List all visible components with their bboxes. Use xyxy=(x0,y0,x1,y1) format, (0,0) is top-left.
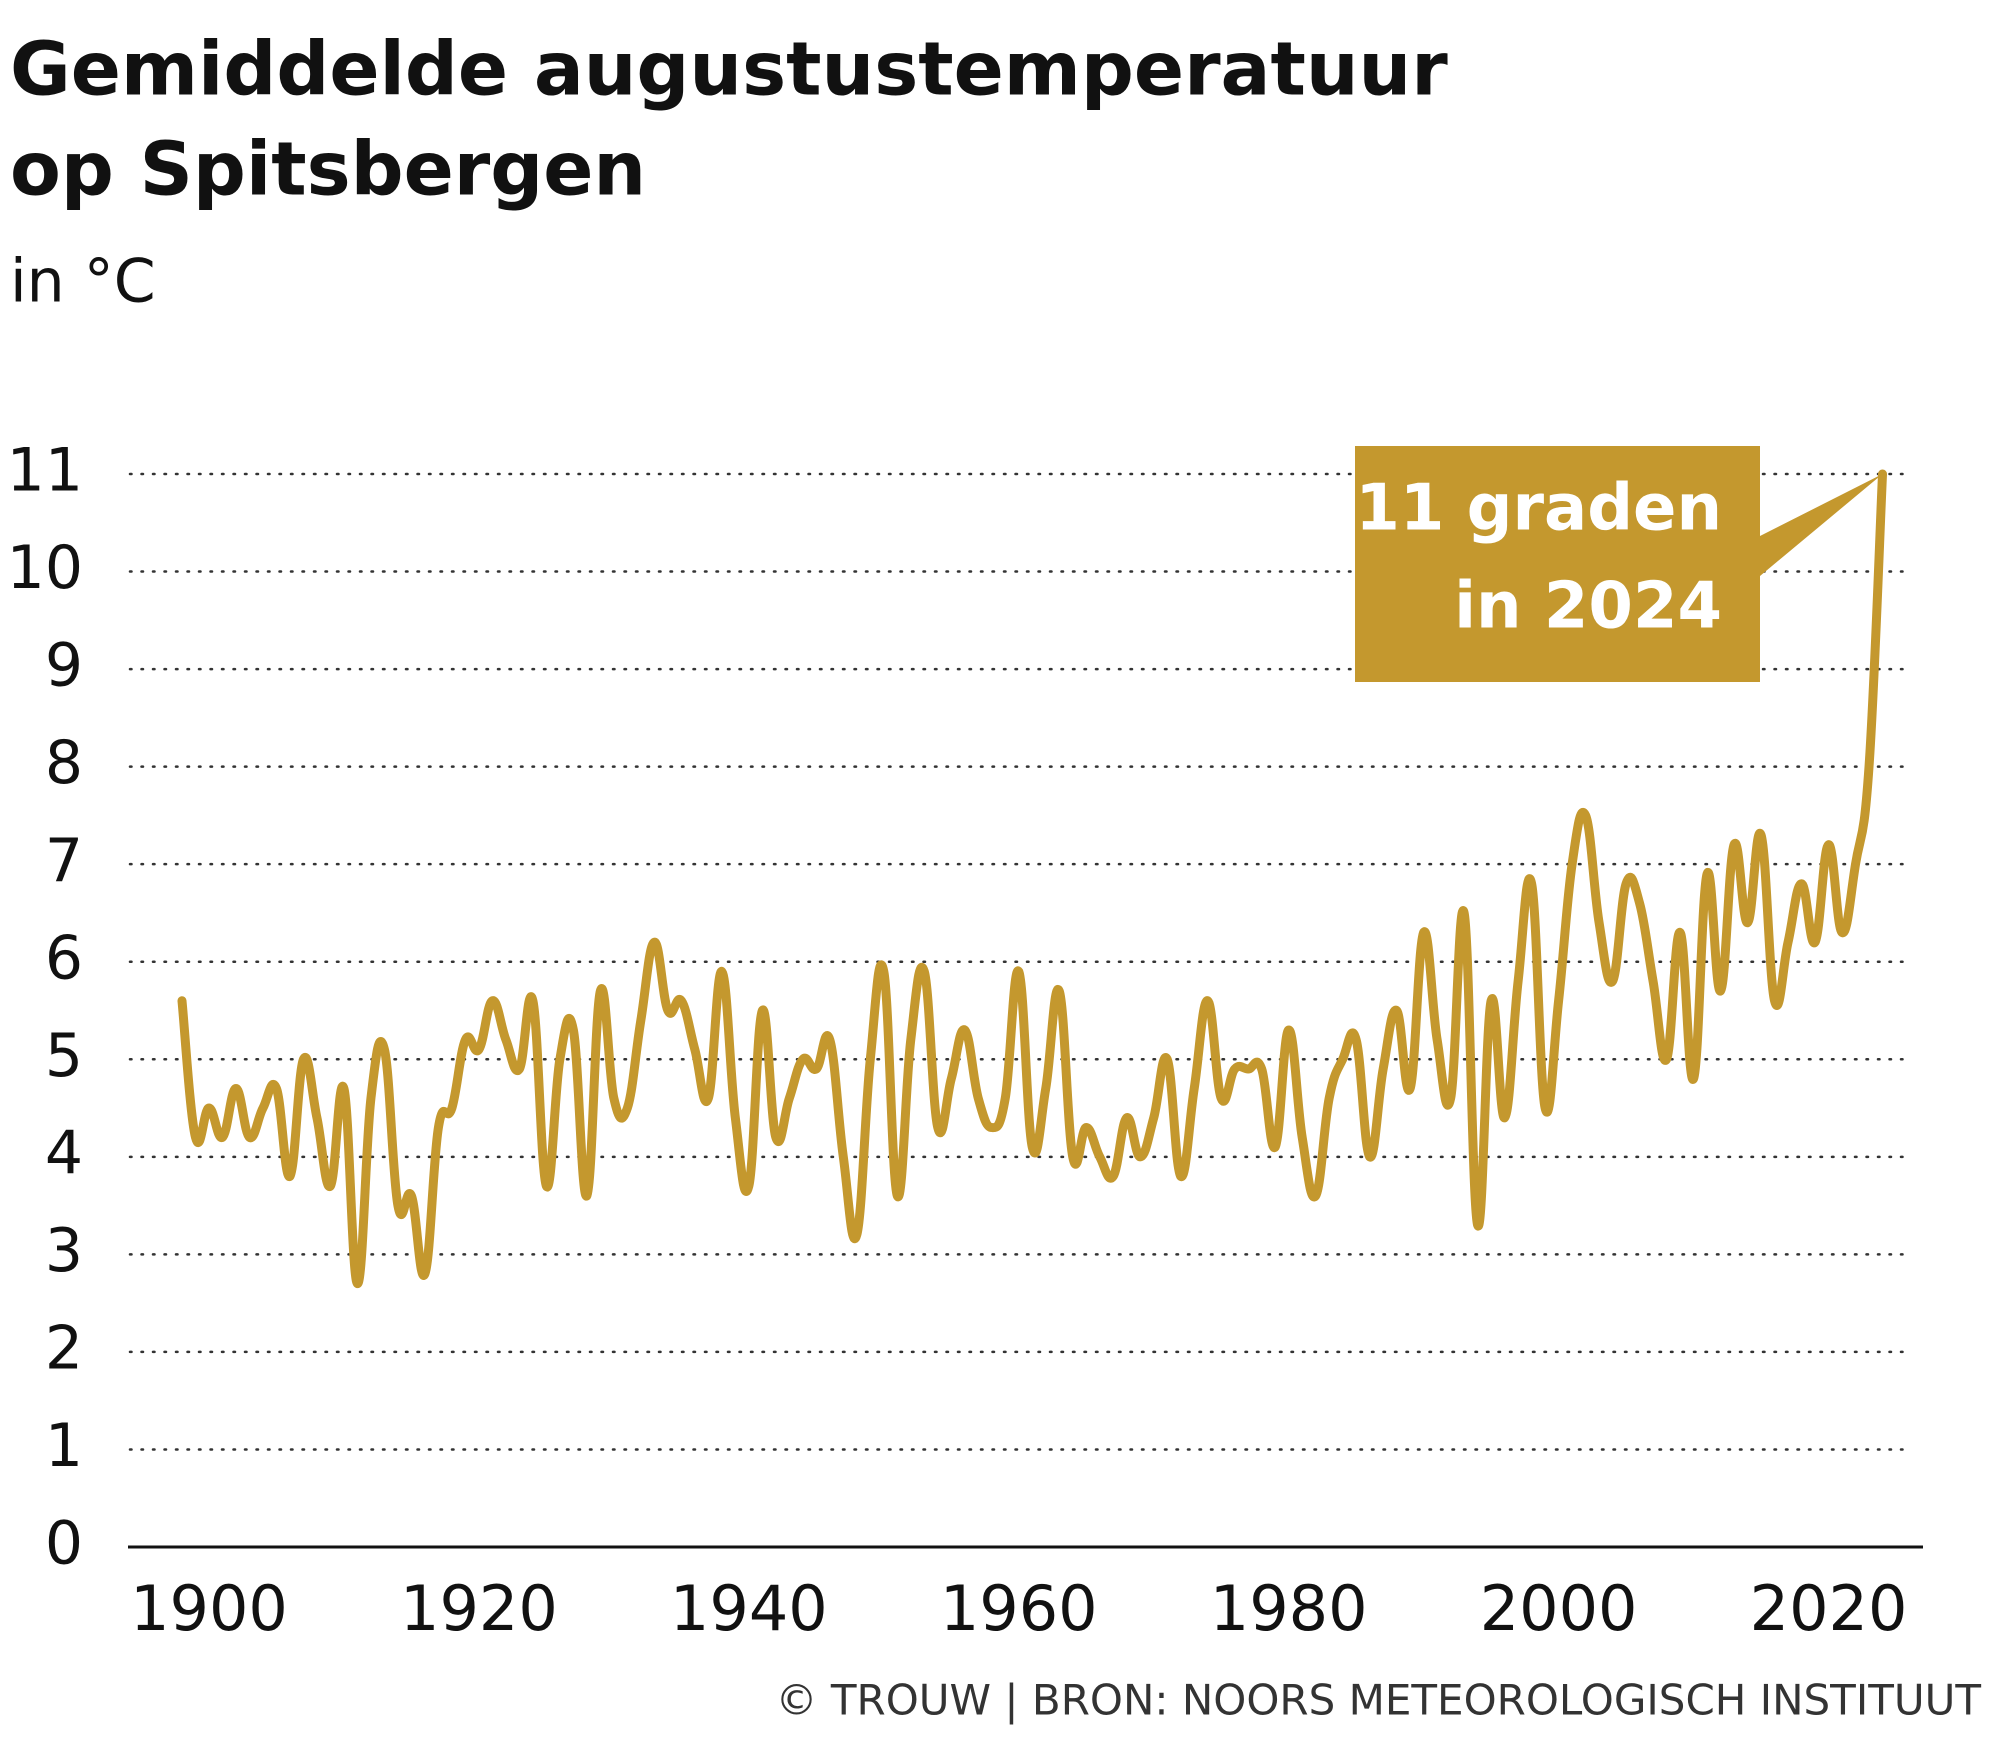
y-tick-label: 11 xyxy=(7,436,83,506)
x-tick-label: 2020 xyxy=(1750,1572,1908,1645)
y-tick-label: 9 xyxy=(45,631,83,701)
x-tick-label: 1940 xyxy=(670,1572,828,1645)
chart-subtitle: in °C xyxy=(10,247,156,317)
x-tick-label: 1980 xyxy=(1210,1572,1368,1645)
y-tick-label: 7 xyxy=(45,826,83,896)
x-tick-label: 1920 xyxy=(400,1572,558,1645)
y-tick-label: 1 xyxy=(45,1411,83,1481)
y-tick-label: 3 xyxy=(45,1216,83,1286)
y-tick-label: 4 xyxy=(45,1118,83,1188)
y-tick-label: 6 xyxy=(45,923,83,993)
annotation: in 2024 xyxy=(1454,570,1722,644)
y-tick-label: 10 xyxy=(7,533,83,603)
y-tick-label: 2 xyxy=(45,1314,83,1384)
y-tick-label: 8 xyxy=(45,728,83,798)
annotation: 11 graden xyxy=(1355,472,1722,546)
annotation-box xyxy=(1355,446,1883,682)
chart-title: op Spitsbergen xyxy=(10,127,646,213)
line xyxy=(177,469,1888,1289)
source: © TROUW | BRON: NOORS METEOROLOGISCH INS… xyxy=(776,1676,1982,1725)
y-tick-label: 0 xyxy=(45,1509,83,1579)
x-tick-label: 1900 xyxy=(130,1572,288,1645)
y-tick-label: 5 xyxy=(45,1021,83,1091)
chart-title: Gemiddelde augustustemperatuur xyxy=(10,27,1448,113)
x-tick-label: 2000 xyxy=(1480,1572,1638,1645)
x-tick-label: 1960 xyxy=(940,1572,1098,1645)
